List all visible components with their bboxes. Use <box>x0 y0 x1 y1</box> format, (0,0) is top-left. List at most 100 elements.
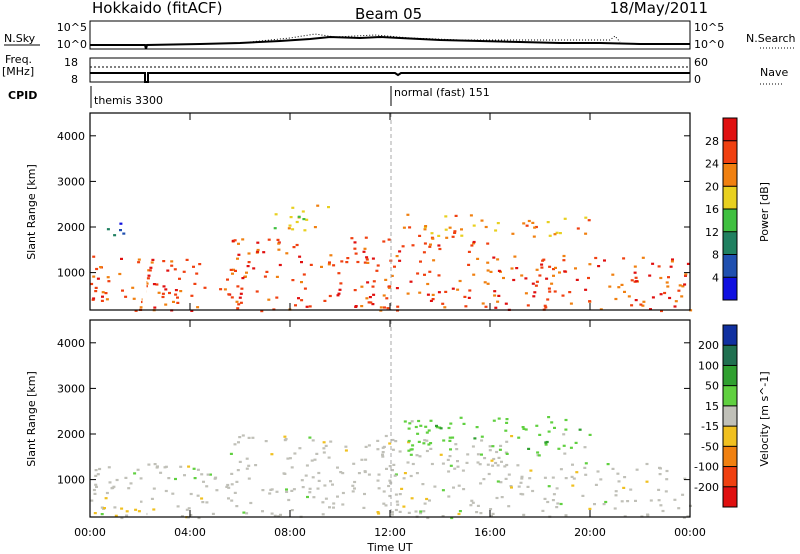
heatmap-cell <box>681 493 685 496</box>
heatmap-cell <box>677 289 681 292</box>
heatmap-cell <box>329 480 332 483</box>
heatmap-cell <box>462 488 466 491</box>
heatmap-cell <box>532 235 536 238</box>
heatmap-cell <box>395 500 399 503</box>
heatmap-cell <box>424 225 428 228</box>
heatmap-cell <box>324 497 328 500</box>
heatmap-cell <box>396 503 400 506</box>
heatmap-cell <box>316 204 320 207</box>
heatmap-cell <box>230 483 234 486</box>
heatmap-cell <box>504 429 508 432</box>
heatmap-cell <box>541 259 545 262</box>
heatmap-cell <box>407 427 411 430</box>
heatmap-cell <box>316 487 320 490</box>
heatmap-cell <box>238 436 242 439</box>
heatmap-cell <box>489 508 493 511</box>
heatmap-cell <box>308 487 312 490</box>
heatmap-cell <box>94 474 98 477</box>
colorbar-tick-label: 200 <box>698 339 719 352</box>
heatmap-cell <box>551 476 555 479</box>
heatmap-cell <box>410 420 414 423</box>
heatmap-cell <box>382 502 386 505</box>
heatmap-cell <box>455 448 459 451</box>
heatmap-cell <box>185 508 189 511</box>
heatmap-cell <box>546 221 550 224</box>
heatmap-cell <box>513 255 517 258</box>
heatmap-cell <box>686 262 690 265</box>
heatmap-cell <box>611 467 615 470</box>
heatmap-cell <box>147 269 151 272</box>
heatmap-cell <box>400 487 404 490</box>
heatmap-cell <box>488 449 492 452</box>
heatmap-cell <box>236 257 239 260</box>
heatmap-cell <box>535 280 539 283</box>
heatmap-cell <box>137 258 141 261</box>
heatmap-cell <box>275 275 279 278</box>
heatmap-cell <box>113 506 117 509</box>
heatmap-cell <box>137 510 141 513</box>
heatmap-cell <box>104 292 108 295</box>
heatmap-cell <box>111 486 115 489</box>
heatmap-cell <box>106 276 110 279</box>
heatmap-cell <box>230 296 234 299</box>
heatmap-cell <box>157 291 161 294</box>
heatmap-cell <box>190 294 194 297</box>
heatmap-cell <box>386 307 390 310</box>
heatmap-cell <box>329 254 333 257</box>
heatmap-cell <box>429 442 433 445</box>
heatmap-cell <box>256 248 260 252</box>
heatmap-cell <box>394 473 398 476</box>
heatmap-cell <box>192 467 196 470</box>
heatmap-cell <box>419 512 423 515</box>
heatmap-cell <box>426 293 430 296</box>
heatmap-cell <box>493 290 497 293</box>
heatmap-cell <box>279 513 282 516</box>
heatmap-cell <box>467 296 471 299</box>
heatmap-cell <box>437 291 441 294</box>
heatmap-cell <box>584 216 588 219</box>
heatmap-cell <box>301 210 305 213</box>
colorbar-swatch <box>723 365 737 387</box>
heatmap-cell <box>179 465 183 468</box>
heatmap-cell <box>303 287 307 290</box>
colorbar-tick-label: 50 <box>705 380 719 393</box>
heatmap-cell <box>371 257 375 260</box>
nsky-tick-low: 10^0 <box>57 38 87 51</box>
heatmap-cell <box>363 470 367 474</box>
heatmap-cell <box>311 439 315 442</box>
heatmap-cell <box>561 294 565 297</box>
heatmap-cell <box>302 273 306 276</box>
heatmap-cell <box>460 228 463 231</box>
heatmap-cell <box>171 492 175 495</box>
heatmap-cell <box>583 446 587 449</box>
heatmap-cell <box>395 287 399 290</box>
heatmap-cell <box>447 495 451 498</box>
heatmap-cell <box>496 480 500 483</box>
heatmap-cell <box>153 306 157 309</box>
heatmap-cell <box>145 282 149 285</box>
heatmap-cell <box>300 261 303 264</box>
heatmap-cell <box>403 420 407 423</box>
heatmap-cell <box>504 477 508 480</box>
heatmap-cell <box>225 485 229 488</box>
heatmap-cell <box>305 305 309 308</box>
velocity-cbar-label: Velocity [m s^-1] <box>758 371 771 466</box>
heatmap-cell <box>544 306 548 309</box>
heatmap-cell <box>526 485 530 488</box>
heatmap-cell <box>155 466 159 469</box>
heatmap-cell <box>616 472 620 475</box>
heatmap-cell <box>512 278 516 282</box>
heatmap-cell <box>409 453 413 456</box>
colorbar-tick-label: 8 <box>712 249 719 262</box>
heatmap-cell <box>172 300 175 303</box>
heatmap-cell <box>665 478 669 481</box>
heatmap-cell <box>659 504 663 507</box>
heatmap-cell <box>92 255 96 258</box>
heatmap-cell <box>476 453 480 456</box>
heatmap-cell <box>92 275 96 278</box>
heatmap-cell <box>95 485 98 488</box>
heatmap-cell <box>457 512 461 516</box>
heatmap-cell <box>231 272 234 275</box>
heatmap-cell <box>241 434 245 437</box>
heatmap-cell <box>193 477 197 480</box>
